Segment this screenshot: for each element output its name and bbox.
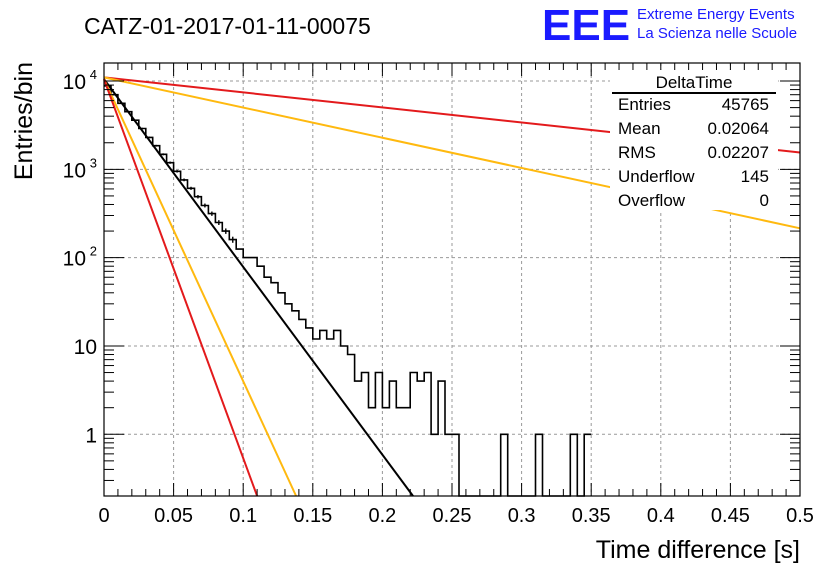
y-tick-label: 10	[74, 336, 97, 359]
y-tick-exponent: 2	[90, 244, 97, 259]
x-axis: 0 0.05 0.1 0.15 0.2 0.25 0.3 0.35 0.4 0.45 0.5	[98, 63, 814, 527]
x-tick-label: 0.05	[154, 505, 193, 527]
stats-label: Overflow	[618, 191, 686, 210]
stats-box: DeltaTime Entries 45765 Mean 0.02064 RMS 0.02…	[610, 70, 778, 210]
stats-rows: Entries 45765 Mean 0.02064 RMS 0.02207 Underfl…	[618, 95, 769, 210]
x-tick-label: 0.2	[368, 505, 396, 527]
x-tick-label: 0.35	[572, 505, 611, 527]
x-tick-label: 0.4	[647, 505, 675, 527]
y-tick-label: 10	[63, 71, 86, 94]
stats-value: 0.02207	[708, 143, 769, 162]
y-tick-label: 1	[85, 424, 97, 447]
grid	[104, 63, 800, 496]
stats-title: DeltaTime	[656, 73, 733, 92]
stats-label: Mean	[618, 119, 661, 138]
stats-value: 0.02064	[708, 119, 769, 138]
stats-label: RMS	[618, 143, 656, 162]
stats-label: Entries	[618, 95, 671, 114]
x-tick-label: 0	[98, 505, 109, 527]
x-axis-label: Time difference [s]	[596, 536, 800, 564]
stats-label: Underflow	[618, 167, 695, 186]
logo-line1: Extreme Energy Events	[637, 6, 795, 23]
y-tick-exponent: 4	[90, 67, 97, 82]
stats-value: 0	[760, 191, 769, 210]
x-tick-label: 0.25	[433, 505, 472, 527]
x-tick-label: 0.1	[229, 505, 257, 527]
stats-value: 45765	[722, 95, 769, 114]
y-axis-label: Entries/bin	[10, 62, 38, 180]
x-tick-label: 0.45	[711, 505, 750, 527]
y-tick-label: 10	[63, 159, 86, 182]
x-tick-label: 0.15	[293, 505, 332, 527]
y-tick-exponent: 3	[90, 155, 97, 170]
y-axis: 1 10 10 2 10 3 10 4	[63, 67, 800, 497]
stats-value: 145	[741, 167, 769, 186]
fit-line	[103, 78, 414, 497]
x-tick-label: 0.5	[786, 505, 814, 527]
fit-line	[103, 78, 259, 497]
x-tick-label: 0.3	[508, 505, 536, 527]
eee-logo: EEE	[542, 1, 630, 50]
chart-title: CATZ-01-2017-01-11-00075	[84, 13, 371, 39]
logo-line2: La Scienza nelle Scuole	[637, 25, 797, 42]
y-tick-label: 10	[63, 248, 86, 271]
fit-line	[103, 78, 298, 497]
